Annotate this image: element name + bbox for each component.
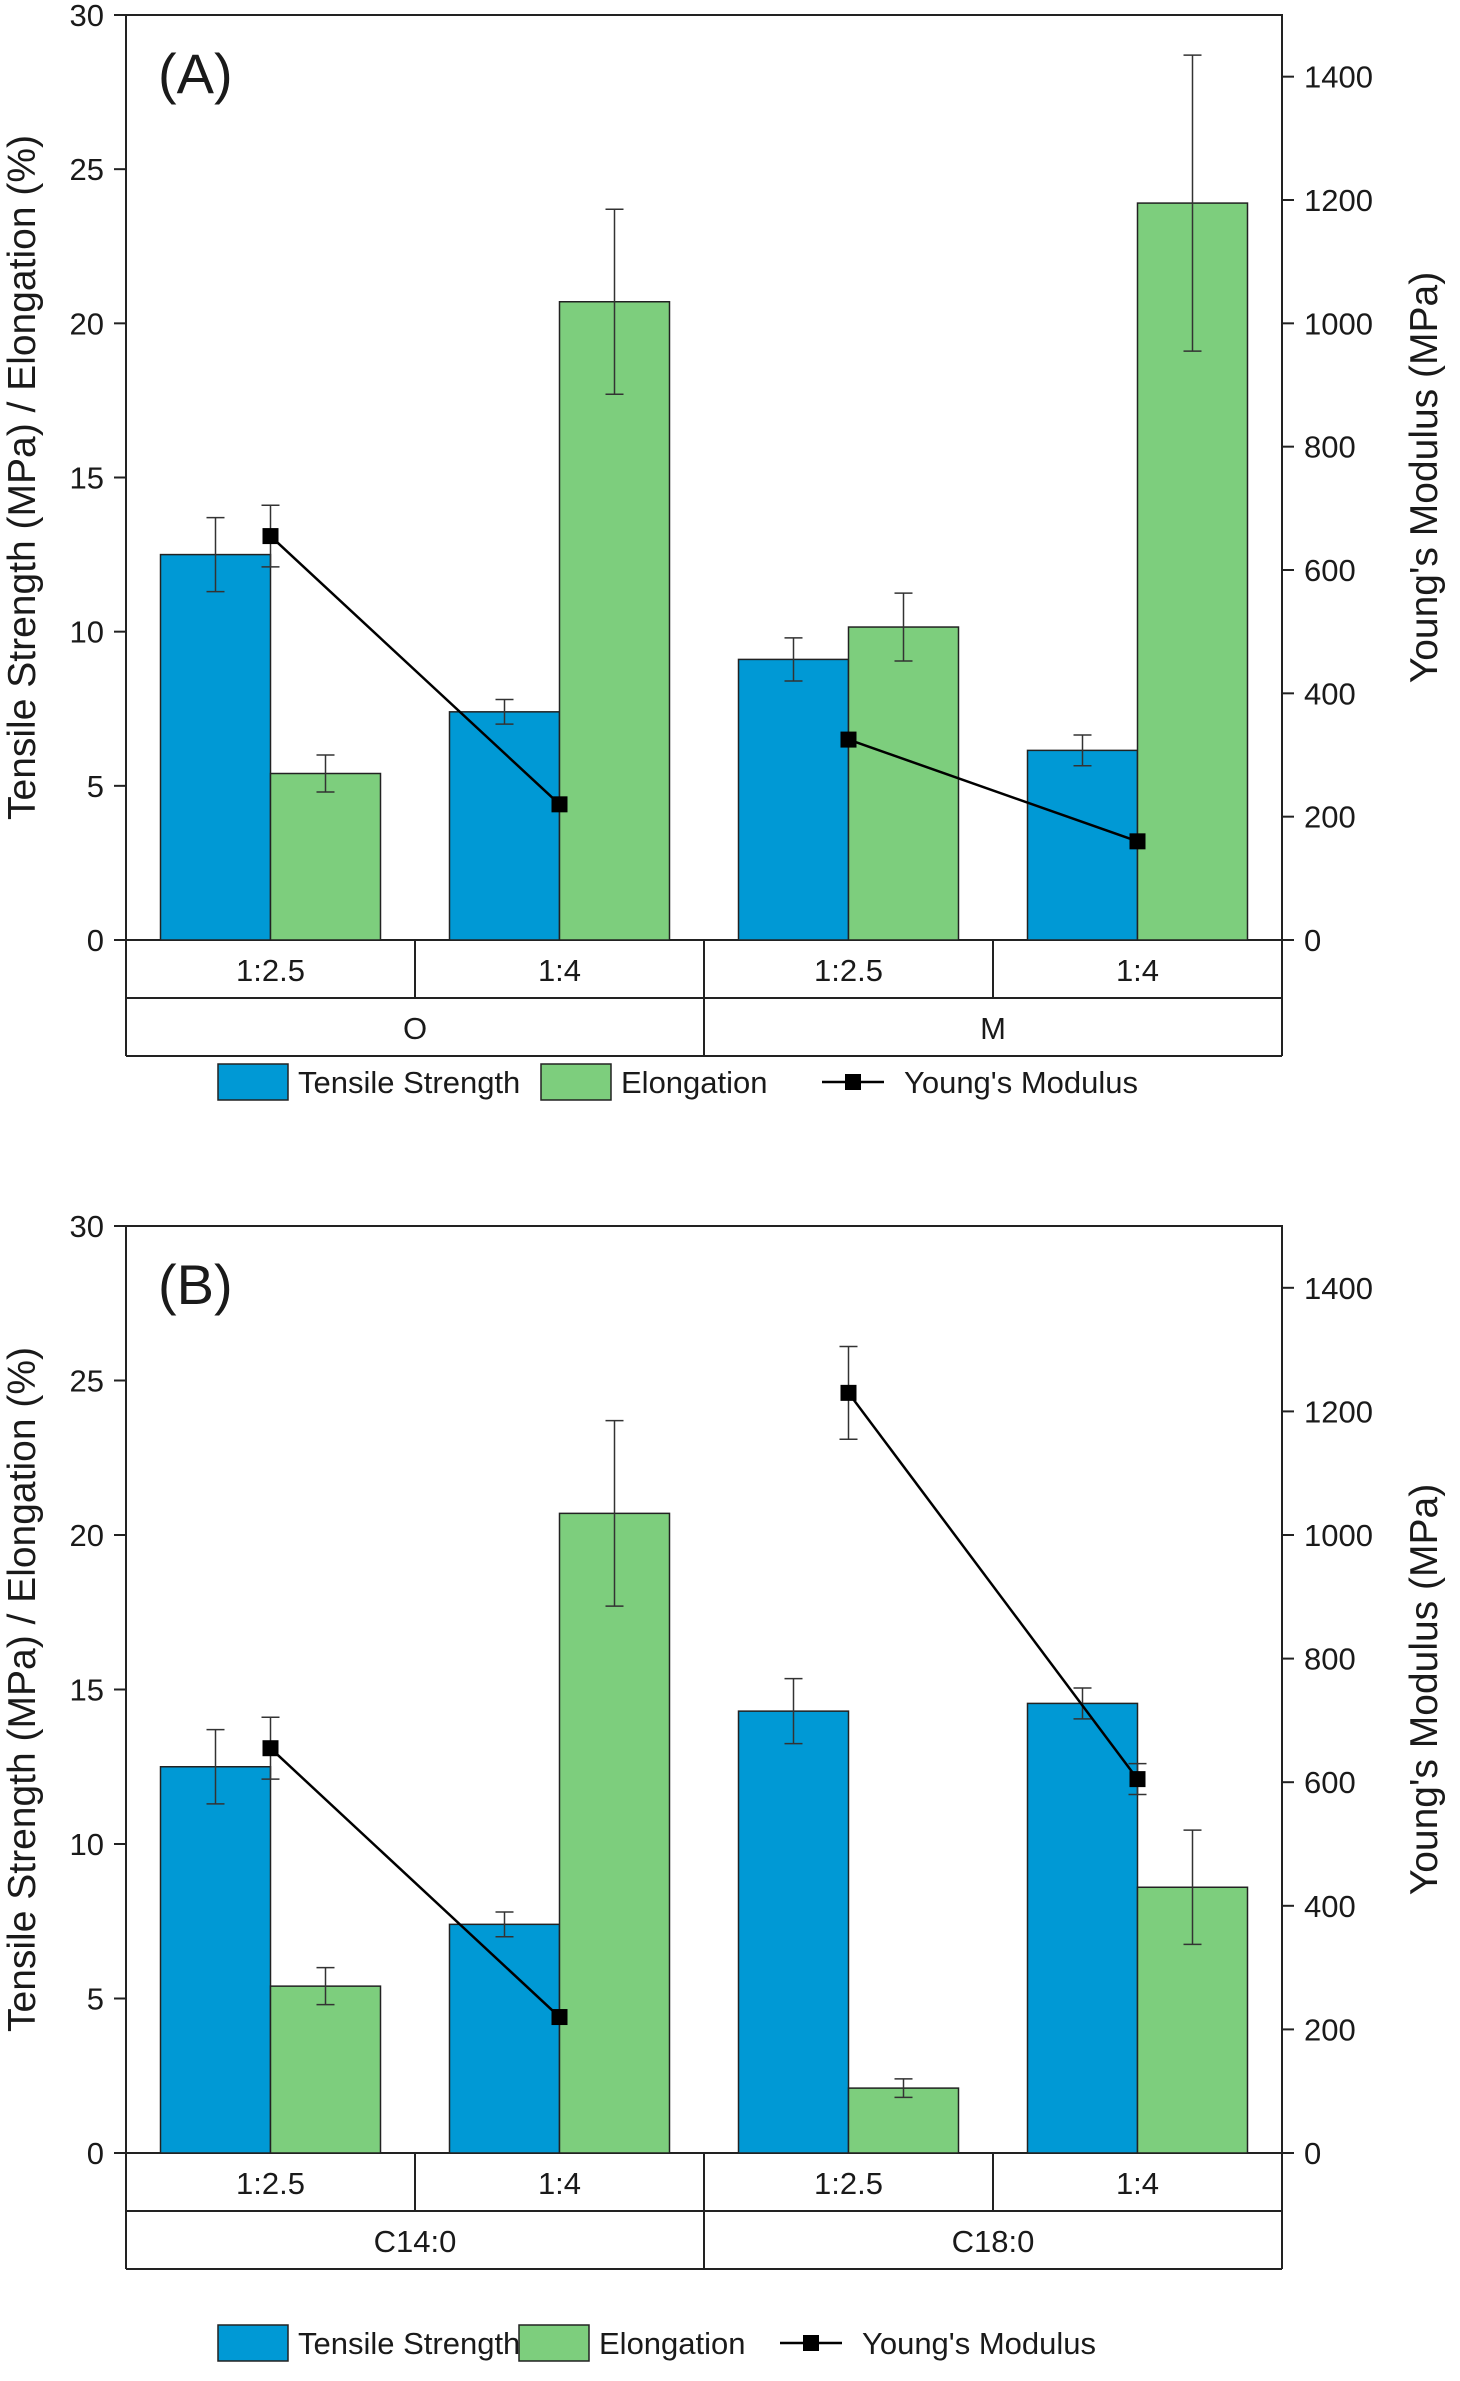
legend-swatch-tensile xyxy=(217,1063,289,1101)
y2-tick-label: 1000 xyxy=(1304,1518,1373,1553)
y2-tick-label: 600 xyxy=(1304,1765,1356,1800)
y2-tick-label: 1400 xyxy=(1304,1271,1373,1306)
panel-label: (B) xyxy=(158,1253,233,1316)
chart-panel-b: 0 5 10 15 20 25 30 0 200 400 600 800 1000 1200 1400 Ten… xyxy=(1,1209,1446,2362)
y-tick-label: 10 xyxy=(70,1827,104,1862)
legend-label: Elongation xyxy=(621,1065,768,1100)
y-tick-label: 0 xyxy=(87,2136,104,2171)
category-label: 1:4 xyxy=(1116,953,1159,988)
y2-tick-label: 200 xyxy=(1304,800,1356,835)
y-tick-label: 30 xyxy=(70,1209,104,1244)
elongation-bar xyxy=(558,1512,671,2154)
y-tick-label: 0 xyxy=(87,923,104,958)
y2-tick-label: 400 xyxy=(1304,1889,1356,1924)
group-label: C18:0 xyxy=(952,2224,1035,2259)
legend-swatch-modulus-marker xyxy=(803,2335,819,2351)
y2-tick-label: 800 xyxy=(1304,1642,1356,1677)
group-label: O xyxy=(403,1011,427,1046)
y-tick-label: 20 xyxy=(70,306,104,341)
y-axis-title: Tensile Strength (MPa) / Elongation (%) xyxy=(1,135,44,820)
y-axis-title: Tensile Strength (MPa) / Elongation (%) xyxy=(1,1347,44,2032)
y-tick-label: 25 xyxy=(70,1364,104,1399)
y-tick-label: 5 xyxy=(87,1982,104,2017)
legend-label: Young's Modulus xyxy=(862,2326,1096,2361)
y2-axis-title: Young's Modulus (MPa) xyxy=(1403,272,1446,683)
y2-tick-label: 1200 xyxy=(1304,183,1373,218)
legend-swatch-elongation xyxy=(518,2324,590,2362)
y2-tick-label: 200 xyxy=(1304,2012,1356,2047)
legend-label: Tensile Strength xyxy=(298,2326,520,2361)
tensile-strength-bar xyxy=(737,658,850,941)
tensile-strength-bar xyxy=(159,553,272,941)
youngs-modulus-point xyxy=(262,1740,279,1757)
youngs-modulus-point xyxy=(551,2009,568,2026)
youngs-modulus-line xyxy=(269,1747,561,2018)
y2-axis-title: Young's Modulus (MPa) xyxy=(1403,1484,1446,1895)
youngs-modulus-line xyxy=(269,535,561,806)
chart-panel-a: 0 5 10 15 20 25 30 0 200 400 600 800 1000 1200 1400 Ten… xyxy=(1,0,1446,1101)
youngs-modulus-line xyxy=(847,1392,1139,1780)
youngs-modulus-point xyxy=(840,1384,857,1401)
y-tick-label: 20 xyxy=(70,1518,104,1553)
category-label: 1:4 xyxy=(1116,2166,1159,2201)
y-tick-label: 30 xyxy=(70,0,104,33)
category-label: 1:2.5 xyxy=(814,953,883,988)
y-tick-label: 15 xyxy=(70,461,104,496)
tensile-strength-bar xyxy=(1026,749,1139,941)
category-label: 1:4 xyxy=(538,2166,581,2201)
category-label: 1:2.5 xyxy=(236,953,305,988)
youngs-modulus-point xyxy=(551,796,568,813)
y-tick-label: 15 xyxy=(70,1673,104,1708)
youngs-modulus-point xyxy=(1129,1771,1146,1788)
y-tick-label: 25 xyxy=(70,152,104,187)
y2-tick-label: 800 xyxy=(1304,430,1356,465)
legend-swatch-modulus-marker xyxy=(845,1074,861,1090)
y-tick-label: 5 xyxy=(87,769,104,804)
legend-label: Tensile Strength xyxy=(298,1065,520,1100)
elongation-bar xyxy=(269,1985,382,2154)
y2-tick-label: 0 xyxy=(1304,2136,1321,2171)
legend-swatch-elongation xyxy=(540,1063,612,1101)
category-label: 1:4 xyxy=(538,953,581,988)
elongation-bar xyxy=(847,626,960,941)
y2-tick-label: 1000 xyxy=(1304,306,1373,341)
category-label: 1:2.5 xyxy=(814,2166,883,2201)
tensile-strength-bar xyxy=(737,1710,850,2154)
y2-tick-label: 0 xyxy=(1304,923,1321,958)
tensile-strength-bar xyxy=(1026,1702,1139,2154)
legend-swatch-tensile xyxy=(217,2324,289,2362)
youngs-modulus-point xyxy=(1129,833,1146,850)
category-label: 1:2.5 xyxy=(236,2166,305,2201)
panel-label: (A) xyxy=(158,42,233,105)
youngs-modulus-point xyxy=(262,528,279,545)
youngs-modulus-line xyxy=(848,738,1138,843)
y2-tick-label: 1200 xyxy=(1304,1394,1373,1429)
legend-label: Elongation xyxy=(599,2326,746,2361)
legend-label: Young's Modulus xyxy=(904,1065,1138,1100)
y-tick-label: 10 xyxy=(70,615,104,650)
y2-tick-label: 400 xyxy=(1304,676,1356,711)
group-label: M xyxy=(980,1011,1006,1046)
tensile-strength-bar xyxy=(448,1923,561,2154)
tensile-strength-bar xyxy=(159,1766,272,2154)
group-label: C14:0 xyxy=(374,2224,457,2259)
elongation-bar xyxy=(558,301,671,941)
elongation-bar xyxy=(269,772,382,941)
youngs-modulus-point xyxy=(840,731,857,748)
y2-tick-label: 1400 xyxy=(1304,60,1373,95)
y2-tick-label: 600 xyxy=(1304,553,1356,588)
tensile-strength-bar xyxy=(448,711,561,941)
